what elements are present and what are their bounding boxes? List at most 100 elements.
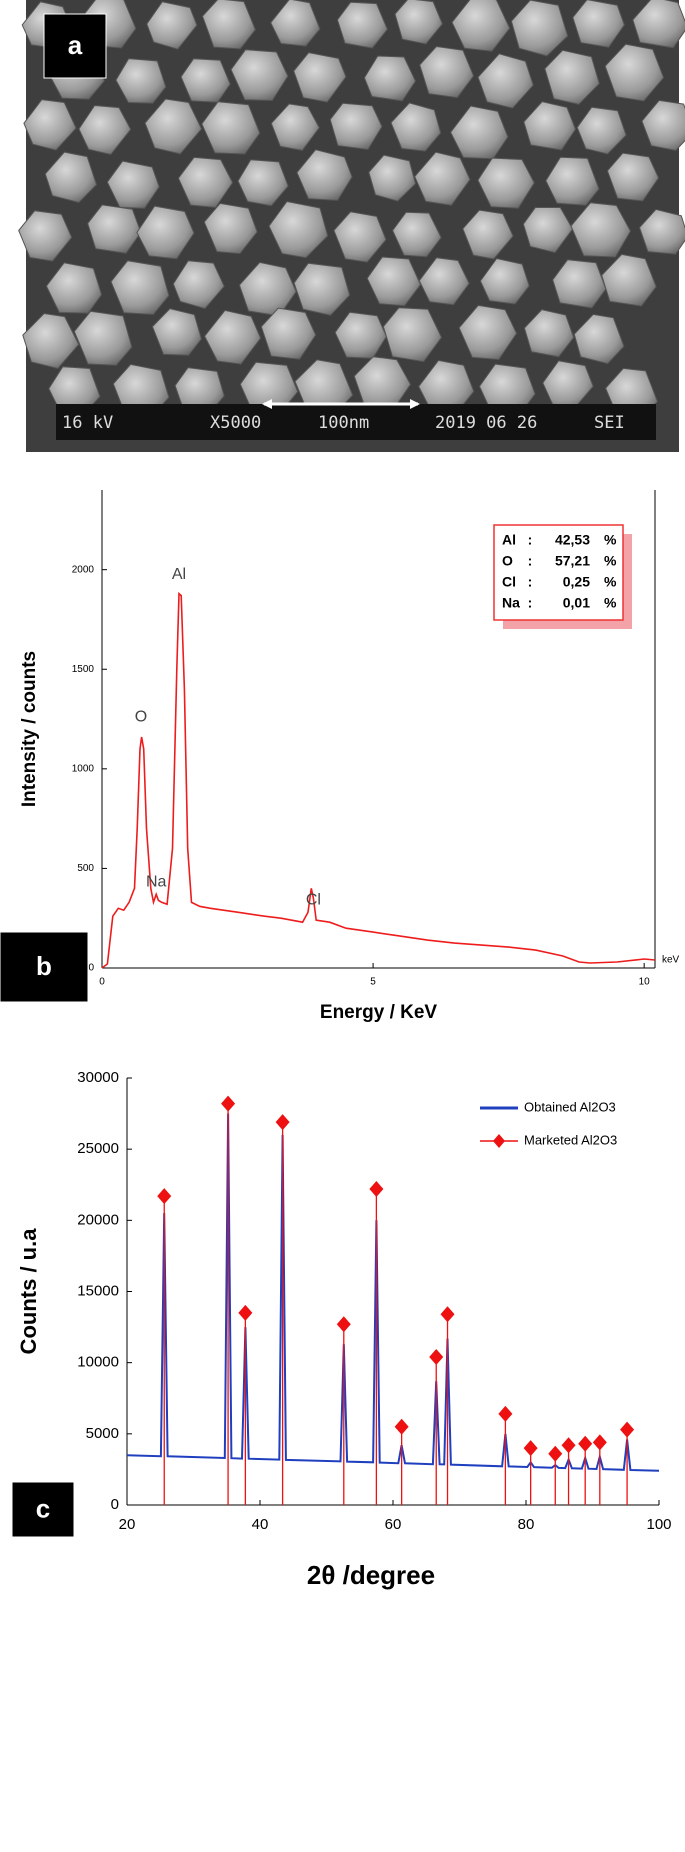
grain	[544, 49, 600, 105]
grain	[204, 309, 262, 365]
y-tick-label: 1500	[72, 664, 95, 675]
grain	[296, 149, 353, 201]
info-text: 100nm	[318, 413, 369, 433]
inset-cell: :	[528, 595, 533, 611]
inset-cell: %	[604, 595, 617, 611]
grain	[270, 0, 321, 47]
peak-annotation: O	[135, 708, 147, 725]
grain	[545, 156, 600, 206]
grain	[604, 43, 665, 102]
diamond-marker	[620, 1421, 635, 1438]
x-tick-label: 0	[99, 977, 105, 988]
inset-cell: Cl	[502, 574, 516, 590]
x-tick-label: 100	[646, 1516, 671, 1533]
grain	[18, 210, 73, 262]
y-tick-label: 5000	[86, 1425, 119, 1442]
grain	[451, 0, 511, 52]
grain	[368, 154, 417, 202]
sem-image: 16 kV X5000 100nm 2019 06 26 SEI	[18, 0, 685, 452]
grain	[572, 0, 625, 48]
grain	[477, 53, 534, 109]
scale-arrow	[262, 399, 272, 409]
inset-cell: 0,01	[563, 595, 590, 611]
grain	[336, 1, 388, 49]
grain	[462, 209, 514, 260]
grain	[260, 307, 317, 360]
grain	[477, 157, 535, 209]
x-tick-label: 60	[385, 1516, 402, 1533]
inset-box	[493, 524, 624, 621]
diamond-marker	[440, 1306, 455, 1323]
grain	[151, 308, 202, 356]
grain	[638, 208, 685, 255]
inset-cell: 0,25	[563, 574, 590, 590]
panel-label-box	[43, 13, 107, 79]
panel-label: a	[68, 30, 83, 60]
y-axis-label: Intensity / counts	[19, 651, 40, 807]
grain	[293, 52, 347, 103]
grain	[110, 260, 170, 316]
grain	[78, 104, 132, 156]
grain	[333, 211, 387, 263]
x-axis-label: Energy / KeV	[320, 1002, 438, 1023]
grain	[390, 102, 442, 152]
grain	[177, 156, 234, 208]
diamond-marker	[157, 1188, 172, 1205]
diamond-marker	[578, 1435, 593, 1452]
y-tick-label: 30000	[77, 1069, 119, 1086]
grain	[414, 151, 471, 206]
grain	[293, 262, 351, 316]
inset-cell: :	[528, 553, 533, 569]
y-tick-label: 2000	[72, 564, 95, 575]
grain	[632, 0, 685, 49]
y-tick-label: 0	[88, 963, 94, 974]
y-tick-label: 10000	[77, 1354, 119, 1371]
y-axis-label: Counts / u.a	[16, 1228, 41, 1355]
grain	[45, 262, 103, 314]
grain	[230, 49, 289, 102]
grain	[510, 0, 569, 57]
grain	[270, 103, 320, 151]
inset-cell: 57,21	[555, 553, 590, 569]
scale-arrow	[410, 399, 420, 409]
x-tick-label: 80	[518, 1516, 535, 1533]
x-tick-label: 40	[252, 1516, 269, 1533]
grain	[570, 202, 632, 258]
inset-cell: Al	[502, 532, 516, 548]
inset-cell: %	[604, 574, 617, 590]
grain	[601, 253, 657, 307]
x-unit-label: keV	[662, 955, 680, 966]
panel-label-box	[11, 1481, 75, 1538]
inset-cell: 42,53	[555, 532, 590, 548]
grain	[394, 0, 443, 45]
grain	[201, 101, 261, 155]
y-tick-label: 25000	[77, 1140, 119, 1157]
grain	[201, 0, 256, 50]
grain	[392, 211, 442, 258]
inset-cell: Na	[502, 595, 520, 611]
info-bar	[56, 404, 656, 440]
grain	[203, 202, 258, 255]
diamond-marker	[275, 1114, 290, 1131]
diamond-marker	[548, 1445, 563, 1462]
inset-cell: :	[528, 574, 533, 590]
grain	[573, 313, 625, 365]
grain	[329, 102, 383, 151]
peak-annotation: Al	[172, 566, 186, 583]
inset-cell: %	[604, 553, 617, 569]
panel-label: c	[36, 1493, 50, 1523]
diamond-marker	[221, 1095, 236, 1112]
x-axis-label: 2θ /degree	[307, 1560, 435, 1590]
inset-cell: %	[604, 532, 617, 548]
grain	[144, 98, 203, 155]
grain	[115, 58, 167, 104]
grain	[268, 200, 329, 259]
grain	[366, 256, 422, 307]
diamond-marker	[592, 1434, 607, 1451]
inset-cell: O	[502, 553, 513, 569]
grain	[237, 159, 289, 207]
x-tick-label: 20	[119, 1516, 136, 1533]
x-tick-label: 5	[370, 977, 376, 988]
grain	[458, 304, 518, 361]
